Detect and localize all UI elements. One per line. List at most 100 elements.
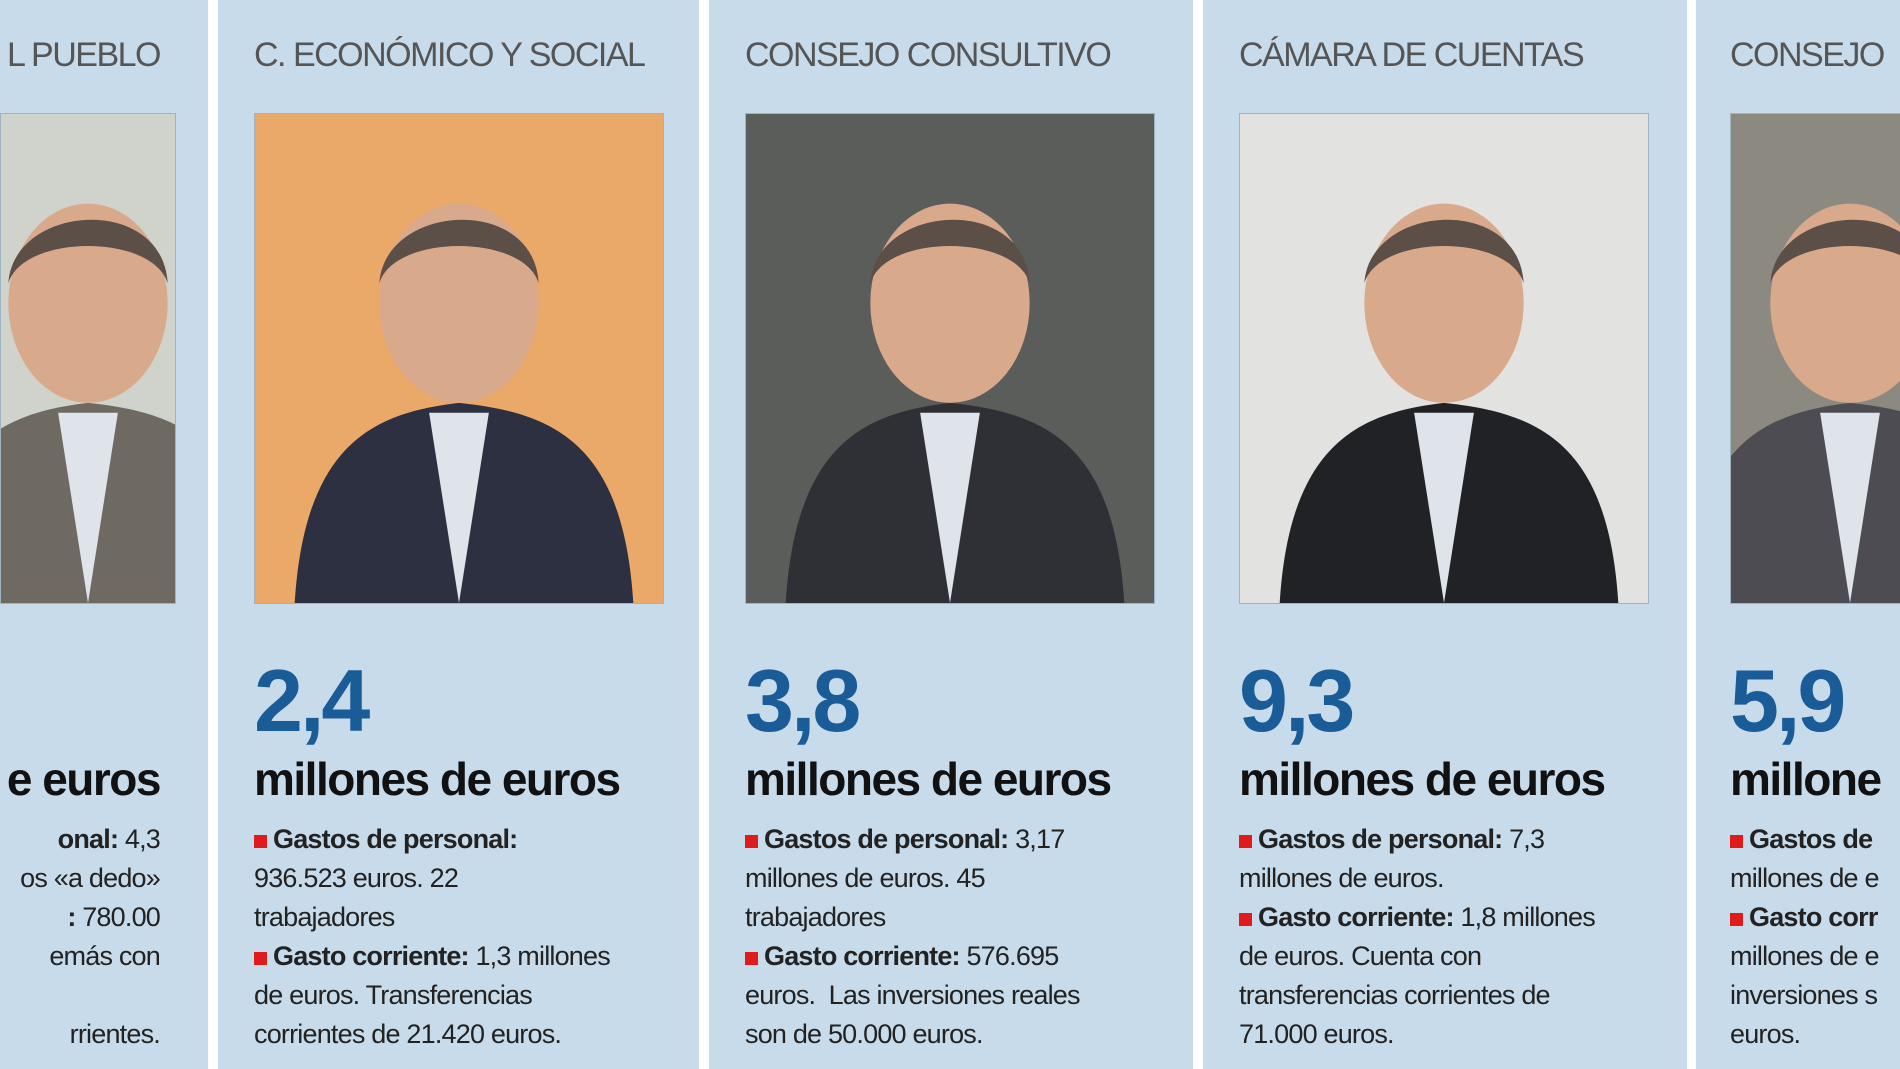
line-text: transferencias corrientes de bbox=[1239, 980, 1551, 1010]
line-text: euros. Las inversiones reales bbox=[745, 980, 1080, 1010]
photo bbox=[1239, 113, 1649, 604]
bold-label: Gasto corr bbox=[1730, 902, 1878, 932]
text-line: Gastos de personal: 7,3 bbox=[1239, 820, 1595, 859]
text-line: rrientes. bbox=[20, 1015, 161, 1054]
panel: L PUEBLO e euros onal: 4,3 os «a dedo»: 780… bbox=[0, 0, 208, 1069]
photo bbox=[0, 113, 208, 604]
bold-label: Gastos de bbox=[1730, 824, 1873, 854]
line-text: 1,3 millones bbox=[468, 941, 610, 971]
line-text: euros. bbox=[1730, 1019, 1801, 1049]
bold-label: Gastos de personal: bbox=[254, 824, 518, 854]
text-line: Gasto corriente: 1,8 millones bbox=[1239, 898, 1596, 937]
text-line: transferencias corrientes de bbox=[1239, 976, 1595, 1015]
line-text: 780.00 bbox=[75, 902, 161, 932]
description: Gastos de personal: 7,3 millones de euros… bbox=[1239, 820, 1596, 1054]
text-line: de euros. Transferencias bbox=[254, 976, 610, 1015]
description: Gastos de millones de e Gasto corr millones… bbox=[1730, 820, 1879, 1054]
text-line: trabajadores bbox=[745, 898, 1080, 937]
text-line: Gastos de personal: 3,17 bbox=[745, 820, 1080, 859]
text-line: Gasto corriente: 576.695 bbox=[745, 937, 1080, 976]
text-line: millones de euros. 45 bbox=[745, 859, 1080, 898]
line-text: emás con bbox=[49, 941, 160, 971]
bold-label: Gasto corriente: bbox=[745, 941, 961, 971]
photo-image bbox=[0, 114, 208, 603]
unit-label: millone bbox=[1730, 753, 1882, 805]
panel-title: CONSEJO bbox=[1730, 36, 1885, 74]
bold-label: onal: bbox=[57, 824, 119, 854]
panel: C. ECONÓMICO Y SOCIAL 2,4 millones de euro… bbox=[218, 0, 699, 1069]
line-text: inversiones s bbox=[1730, 980, 1878, 1010]
text-line: inversiones s bbox=[1730, 976, 1879, 1015]
text-line: 71.000 euros. bbox=[1239, 1015, 1595, 1054]
amount: 5,9 bbox=[1730, 651, 1846, 750]
panel-title: C. ECONÓMICO Y SOCIAL bbox=[254, 36, 646, 74]
photo-image bbox=[1239, 114, 1649, 603]
text-line: son de 50.000 euros. bbox=[745, 1015, 1080, 1054]
line-text: millones de euros. 45 bbox=[745, 863, 986, 893]
text-line: Gastos de personal: bbox=[254, 820, 610, 859]
line-text: millones de e bbox=[1730, 941, 1879, 971]
amount: 9,3 bbox=[1239, 651, 1355, 750]
text-line: trabajadores bbox=[254, 898, 610, 937]
amount: 3,8 bbox=[745, 651, 861, 750]
description: Gastos de personal: 3,17 millones de euro… bbox=[745, 820, 1080, 1054]
text-line: millones de e bbox=[1730, 859, 1879, 898]
photo-image bbox=[1696, 114, 1900, 603]
bold-label: Gasto corriente: bbox=[254, 941, 470, 971]
photo bbox=[745, 113, 1155, 604]
text-line: Gasto corr bbox=[1730, 898, 1879, 937]
line-text: de euros. Cuenta con bbox=[1239, 941, 1482, 971]
line-text: trabajadores bbox=[745, 902, 886, 932]
line-text: 936.523 euros. 22 bbox=[254, 863, 459, 893]
text-line: de euros. Cuenta con bbox=[1239, 937, 1595, 976]
line-text: rrientes. bbox=[69, 1019, 161, 1049]
photo bbox=[1696, 113, 1900, 604]
line-text: corrientes de 21.420 euros. bbox=[254, 1019, 562, 1049]
text-line: : 780.00 bbox=[20, 898, 160, 937]
line-text: 576.695 bbox=[959, 941, 1059, 971]
line-text: trabajadores bbox=[254, 902, 395, 932]
unit-label: e euros bbox=[6, 753, 162, 805]
panel-title: CÁMARA DE CUENTAS bbox=[1239, 36, 1585, 74]
photo-image bbox=[745, 114, 1155, 603]
bold-label: Gasto corriente: bbox=[1239, 902, 1455, 932]
photo bbox=[254, 113, 664, 604]
text-line: euros. bbox=[1730, 1015, 1879, 1054]
line-text: millones de e bbox=[1730, 863, 1879, 893]
panel: CONSEJO CONSULTIVO 3,8 millones de euros Ga… bbox=[709, 0, 1193, 1069]
text-line: Gasto corriente: 1,3 millones bbox=[254, 937, 611, 976]
text-line: euros. Las inversiones reales bbox=[745, 976, 1080, 1015]
line-text: 71.000 euros. bbox=[1239, 1019, 1395, 1049]
text-line: os «a dedo» bbox=[20, 859, 161, 898]
unit-label: millones de euros bbox=[745, 753, 1112, 805]
text-line: millones de euros. bbox=[1239, 859, 1595, 898]
description: Gastos de personal: 936.523 euros. 22 trab… bbox=[254, 820, 611, 1054]
text-line: Gastos de bbox=[1730, 820, 1879, 859]
text-line: emás con bbox=[20, 937, 160, 976]
line-text: millones de euros. bbox=[1239, 863, 1445, 893]
unit-label: millones de euros bbox=[254, 753, 621, 805]
line-text: 4,3 bbox=[118, 824, 161, 854]
photo-image bbox=[254, 114, 664, 603]
text-line: millones de e bbox=[1730, 937, 1879, 976]
line-text: 7,3 bbox=[1502, 824, 1545, 854]
panel-title: CONSEJO CONSULTIVO bbox=[745, 36, 1112, 74]
text-line: onal: 4,3 bbox=[20, 820, 161, 859]
unit-label: millones de euros bbox=[1239, 753, 1606, 805]
line-text: son de 50.000 euros. bbox=[745, 1019, 984, 1049]
text-line: 936.523 euros. 22 bbox=[254, 859, 610, 898]
bold-label: : bbox=[67, 902, 76, 932]
panel: CÁMARA DE CUENTAS 9,3 millones de euros Gas… bbox=[1203, 0, 1687, 1069]
bold-label: Gastos de personal: bbox=[745, 824, 1009, 854]
line-text: de euros. Transferencias bbox=[254, 980, 533, 1010]
line-text: 3,17 bbox=[1008, 824, 1065, 854]
bold-label: Gastos de personal: bbox=[1239, 824, 1503, 854]
panel-title: L PUEBLO bbox=[6, 36, 162, 74]
amount: 2,4 bbox=[254, 651, 370, 750]
line-text: os «a dedo» bbox=[20, 863, 161, 893]
line-text: 1,8 millones bbox=[1453, 902, 1595, 932]
text-line: corrientes de 21.420 euros. bbox=[254, 1015, 610, 1054]
description: onal: 4,3 os «a dedo»: 780.00 emás con rrie… bbox=[20, 820, 161, 1054]
